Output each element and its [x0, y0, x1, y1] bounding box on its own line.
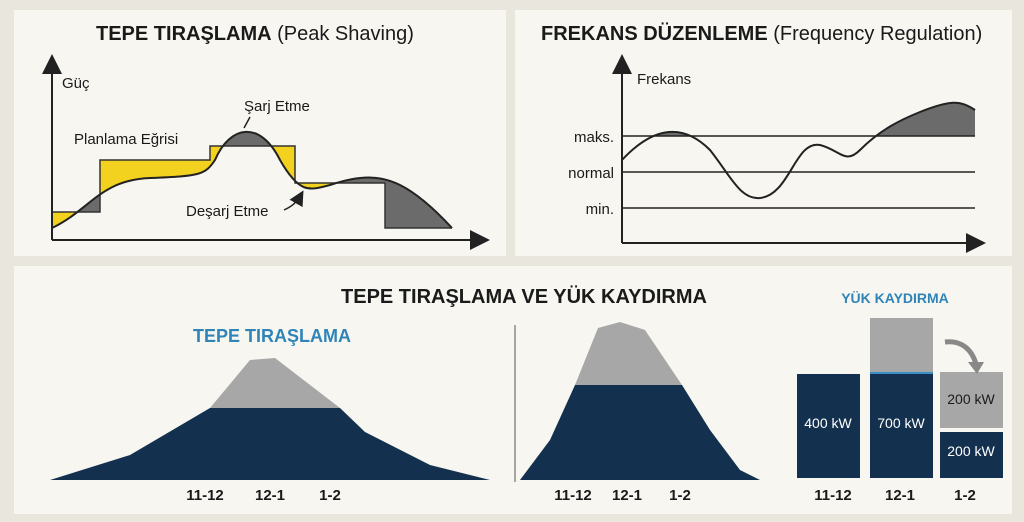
shaved-load — [520, 385, 760, 480]
time-label: 1-2 — [319, 487, 341, 504]
bar-shifted — [870, 318, 933, 372]
panel-title: TEPE TIRAŞLAMA VE YÜK KAYDIRMA — [341, 285, 707, 308]
peak — [575, 322, 682, 385]
time-label: 11-12 — [186, 487, 224, 504]
peak — [210, 358, 340, 408]
bar — [870, 372, 933, 478]
bar-shifted — [940, 372, 1003, 428]
axis-label: Güç — [62, 75, 90, 92]
schedule-curve — [52, 145, 452, 229]
section-title: TEPE TIRAŞLAMA — [193, 326, 351, 346]
time-label: 12-1 — [255, 487, 285, 504]
shift-arrow — [944, 339, 979, 365]
bar-label: 200 kW — [947, 443, 995, 459]
bar — [940, 432, 1003, 478]
panel-title: FREKANS DÜZENLEME (Frequency Regulation) — [541, 22, 982, 45]
level-label: maks. — [574, 129, 614, 146]
bar — [797, 374, 860, 478]
shaved-load — [50, 408, 490, 480]
panel-title: TEPE TIRAŞLAMA (Peak Shaving) — [96, 23, 414, 45]
bar-label: 700 kW — [877, 415, 925, 431]
shift-arrow-head — [968, 362, 984, 374]
time-label: 12-1 — [885, 487, 915, 504]
time-label: 11-12 — [814, 487, 852, 504]
level-label: min. — [586, 201, 614, 218]
time-label: 11-12 — [554, 487, 592, 504]
frequency-curve — [621, 101, 976, 200]
section-title: YÜK KAYDIRMA — [841, 290, 949, 306]
time-label: 1-2 — [669, 487, 691, 504]
load-curve — [51, 130, 453, 229]
axis-label: Frekans — [637, 71, 691, 88]
time-label: 12-1 — [612, 487, 642, 504]
pointer — [283, 190, 304, 211]
bar-label: 200 kW — [947, 391, 995, 407]
label: Şarj Etme — [244, 98, 310, 115]
label: Deşarj Etme — [186, 203, 269, 220]
label: Planlama Eğrisi — [74, 131, 178, 148]
time-label: 1-2 — [954, 487, 976, 504]
bar-label: 400 kW — [804, 415, 852, 431]
pointer — [243, 116, 251, 129]
level-label: normal — [568, 165, 614, 182]
